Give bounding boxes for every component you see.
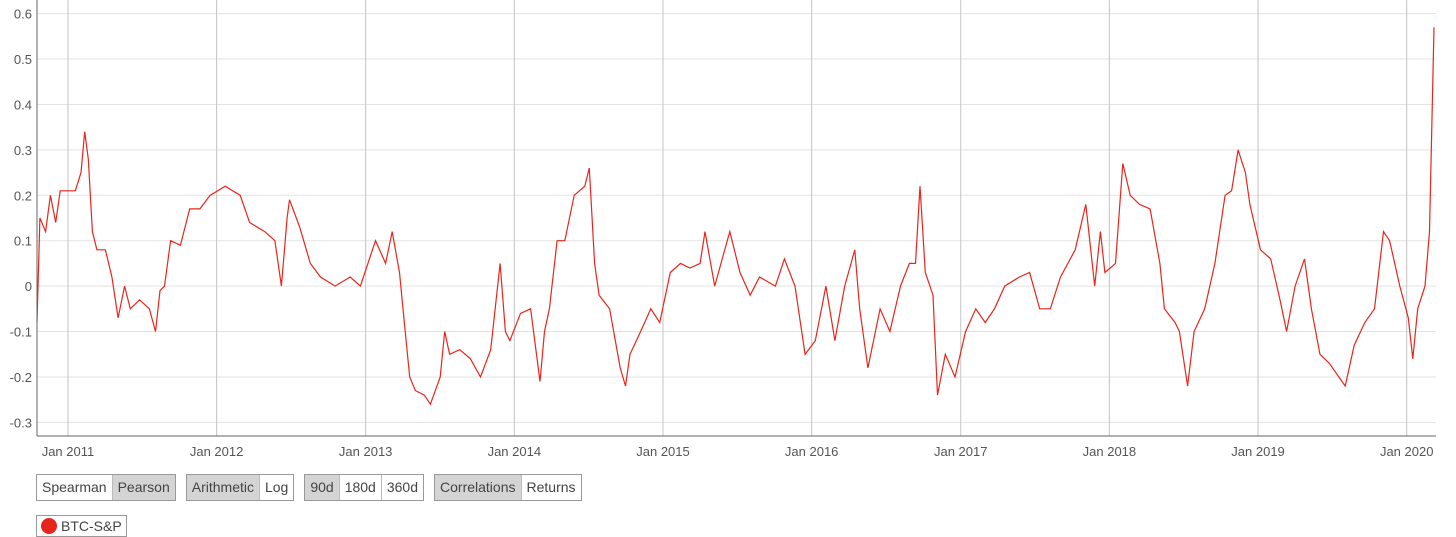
y-tick-label: -0.1	[10, 325, 32, 340]
button-group: Spearman Pearson	[36, 474, 176, 501]
y-tick-label: 0.3	[14, 143, 32, 158]
180d-button[interactable]: 180d	[338, 475, 381, 500]
series-line-btc-sp	[36, 27, 1435, 406]
grid	[37, 0, 1436, 436]
x-tick-label: Jan 2015	[636, 444, 690, 459]
returns-button[interactable]: Returns	[520, 475, 581, 500]
x-tick-label: Jan 2016	[785, 444, 839, 459]
y-tick-label: -0.3	[10, 415, 32, 430]
x-tick-label: Jan 2018	[1083, 444, 1137, 459]
x-tick-label: Jan 2014	[488, 444, 542, 459]
log-button[interactable]: Log	[258, 475, 294, 500]
x-tick-label: Jan 2017	[934, 444, 988, 459]
y-tick-label: 0.2	[14, 188, 32, 203]
legend-dot-icon	[41, 518, 57, 534]
legend-label: BTC-S&P	[61, 518, 122, 534]
arithmetic-button[interactable]: Arithmetic	[186, 475, 259, 500]
button-group: Arithmetic Log	[185, 474, 295, 501]
y-tick-label: 0.1	[14, 234, 32, 249]
y-tick-label: 0.4	[14, 97, 32, 112]
x-tick-label: Jan 2012	[190, 444, 244, 459]
correlations-button[interactable]: Correlations	[435, 475, 521, 500]
x-tick-label: Jan 2013	[339, 444, 393, 459]
button-group: 90d 180d 360d	[304, 474, 425, 501]
chart-controls: Spearman Pearson Arithmetic Log 90d 180d 360d C…	[36, 474, 582, 501]
360d-button[interactable]: 360d	[380, 475, 424, 500]
spearman-button[interactable]: Spearman	[37, 475, 112, 500]
x-tick-label: Jan 2019	[1231, 444, 1285, 459]
y-tick-label: 0.5	[14, 52, 32, 67]
x-axis: Jan 2011 Jan 2012 Jan 2013 Jan 2014 Jan 2015…	[42, 444, 1434, 459]
90d-button[interactable]: 90d	[305, 475, 339, 500]
x-tick-label: Jan 2011	[42, 444, 95, 459]
y-tick-label: 0.6	[14, 7, 32, 22]
button-group: Correlations Returns	[434, 474, 582, 501]
y-tick-label: 0	[25, 279, 32, 294]
correlation-chart: 0.6 0.5 0.4 0.3 0.2 0.1 0 -0.1 -0.2 -0.3 Jan 2011…	[10, 0, 1436, 459]
y-tick-label: -0.2	[10, 370, 32, 385]
pearson-button[interactable]: Pearson	[111, 475, 175, 500]
legend-item-btc-sp[interactable]: BTC-S&P	[36, 515, 127, 537]
y-axis: 0.6 0.5 0.4 0.3 0.2 0.1 0 -0.1 -0.2 -0.3	[10, 7, 32, 431]
x-tick-label: Jan 2020	[1380, 444, 1434, 459]
